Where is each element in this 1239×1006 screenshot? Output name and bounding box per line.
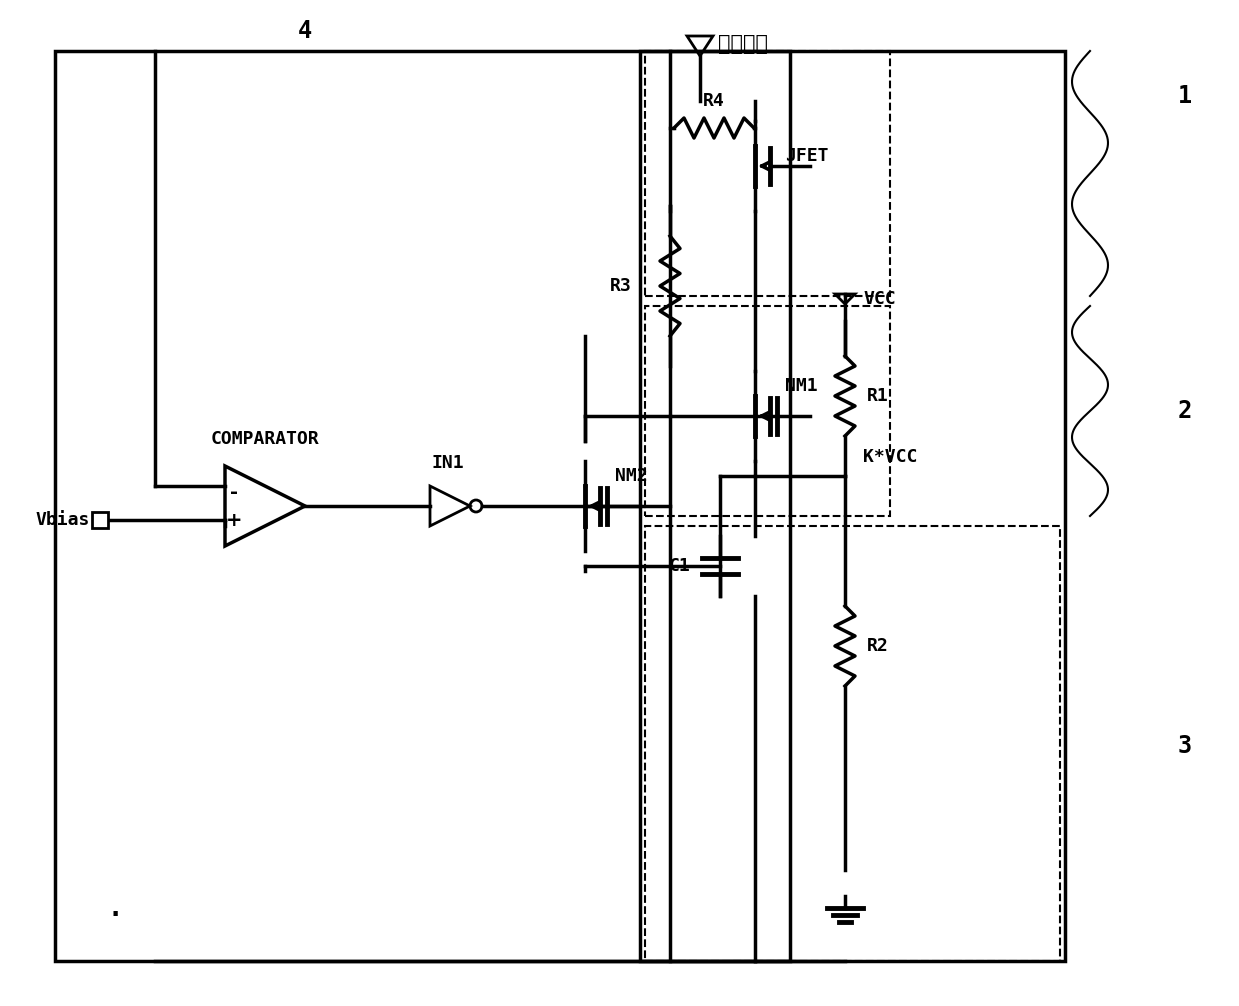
Bar — [646, 526, 1061, 961]
Text: C1: C1 — [668, 557, 690, 575]
Text: R4: R4 — [703, 92, 725, 110]
Text: 2: 2 — [1178, 399, 1192, 423]
Text: JFET: JFET — [786, 147, 829, 165]
Bar — [641, 51, 1066, 961]
Text: IN1: IN1 — [431, 454, 465, 472]
Text: 3: 3 — [1178, 734, 1192, 758]
Text: 输入高压: 输入高压 — [717, 34, 768, 54]
Text: R3: R3 — [611, 277, 632, 295]
Text: R2: R2 — [867, 637, 888, 655]
Bar — [646, 51, 890, 296]
Bar — [646, 306, 890, 516]
Text: ·: · — [108, 895, 121, 937]
Text: R1: R1 — [867, 387, 888, 405]
Text: Vbias: Vbias — [36, 511, 90, 529]
Text: -: - — [230, 483, 238, 502]
Text: NM2: NM2 — [615, 467, 648, 485]
Text: COMPARATOR: COMPARATOR — [211, 430, 320, 448]
Text: 4: 4 — [297, 19, 312, 43]
Bar — [55, 51, 790, 961]
Bar — [92, 512, 108, 528]
Text: K*VCC: K*VCC — [864, 448, 917, 466]
Text: VCC: VCC — [864, 290, 896, 308]
Text: 1: 1 — [1178, 83, 1192, 108]
Text: +: + — [225, 510, 243, 529]
Text: NM1: NM1 — [786, 377, 818, 395]
